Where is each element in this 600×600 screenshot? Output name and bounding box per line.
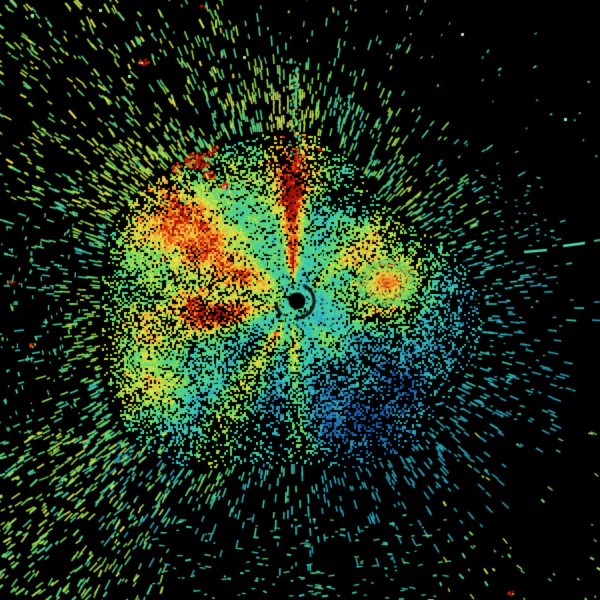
heatmap-canvas	[0, 0, 600, 600]
radar-speckle-display	[0, 0, 600, 600]
